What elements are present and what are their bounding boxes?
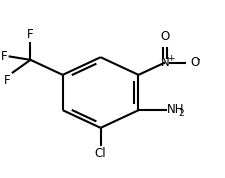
Text: N: N bbox=[160, 56, 169, 69]
Text: O: O bbox=[189, 56, 198, 69]
Text: F: F bbox=[27, 28, 34, 41]
Text: Cl: Cl bbox=[94, 146, 106, 159]
Text: O: O bbox=[160, 30, 169, 43]
Text: -: - bbox=[196, 54, 199, 64]
Text: +: + bbox=[166, 54, 173, 63]
Text: F: F bbox=[1, 50, 7, 63]
Text: F: F bbox=[4, 74, 11, 87]
Text: NH: NH bbox=[167, 103, 184, 116]
Text: 2: 2 bbox=[178, 109, 183, 117]
